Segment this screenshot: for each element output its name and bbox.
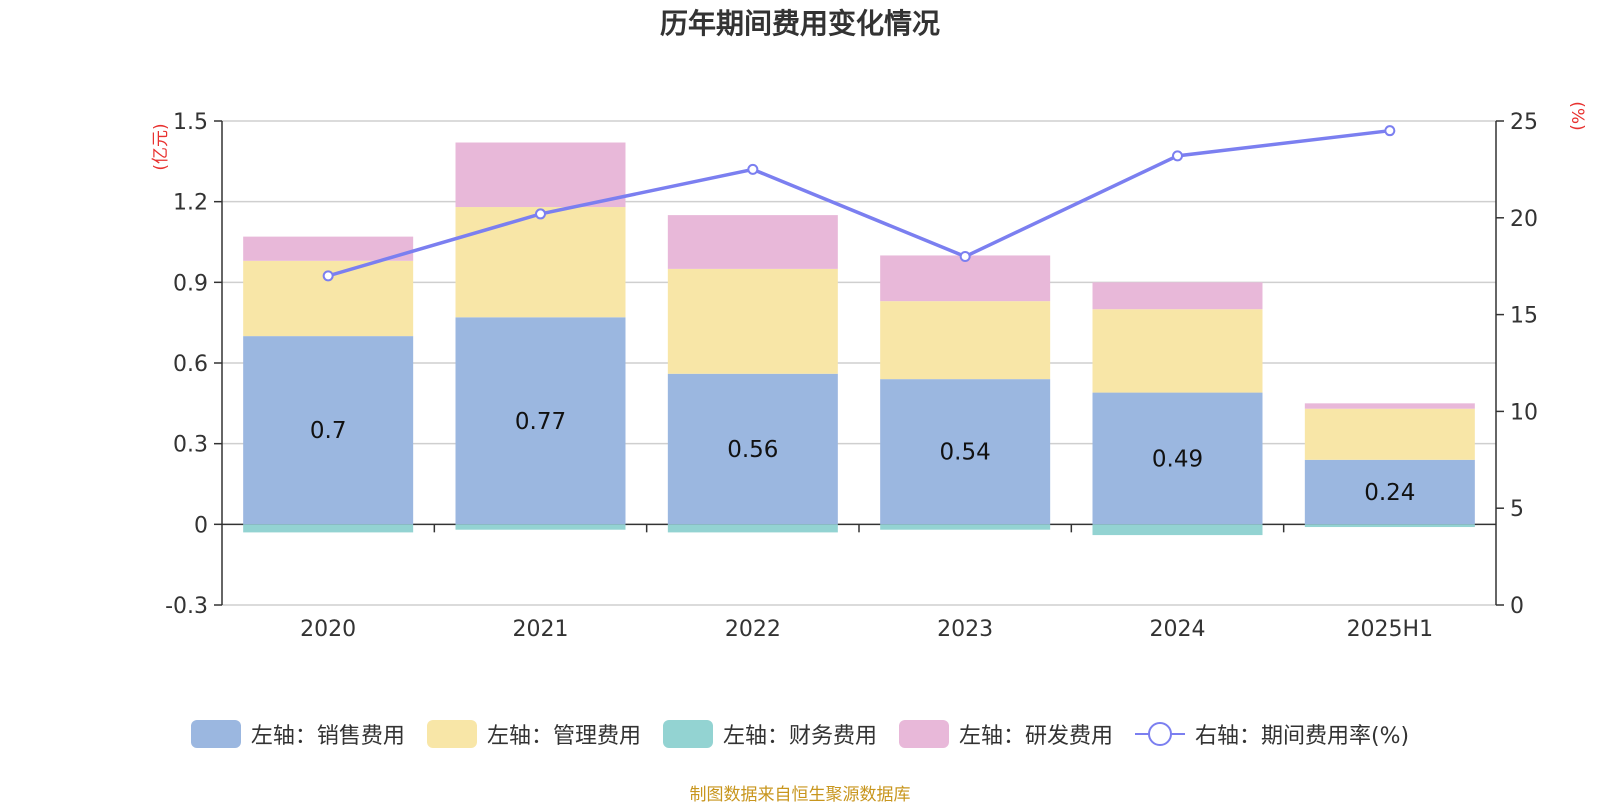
bar-data-label: 0.56 (727, 437, 778, 463)
left-tick-label: -0.3 (165, 594, 208, 619)
bar-segment (243, 336, 414, 525)
legend-line-swatch (1134, 722, 1185, 746)
legend-item[interactable]: 左轴：管理费用 (426, 718, 641, 750)
source-note: 制图数据来自恒生聚源数据库 (689, 785, 911, 805)
legend-swatch (898, 720, 949, 748)
legend-label: 左轴：管理费用 (486, 724, 641, 749)
x-tick-label: 2023 (937, 617, 993, 642)
left-tick-label: 1.5 (173, 110, 208, 135)
bar-segment (1092, 524, 1263, 536)
rate-point (747, 163, 759, 175)
x-tick-label: 2020 (300, 617, 356, 642)
x-tick-label: 2024 (1150, 617, 1206, 642)
bar-segment (1092, 282, 1263, 310)
bar-segment (243, 524, 414, 533)
x-tick-label: 2021 (513, 617, 569, 642)
bar-segment (455, 207, 626, 318)
legend-swatch (426, 720, 477, 748)
bar-segment (1304, 403, 1475, 409)
bar-data-label: 0.49 (1152, 446, 1203, 472)
right-tick-label: 25 (1510, 110, 1538, 135)
bar-segment (880, 379, 1051, 525)
bar-segment (880, 524, 1051, 530)
bar-segment (1304, 524, 1475, 528)
rate-point (959, 251, 971, 263)
right-tick-label: 20 (1510, 207, 1538, 232)
bar-segment (1092, 392, 1263, 525)
rate-line (327, 128, 1391, 278)
bar-segment (667, 373, 838, 525)
bar-data-label: 0.54 (940, 440, 991, 466)
legend-item[interactable]: 右轴：期间费用率(%) (1134, 718, 1410, 750)
rate-point (322, 270, 334, 282)
rate-point (1172, 150, 1183, 162)
x-tick-label: 2025H1 (1347, 617, 1434, 642)
right-tick-label: 0 (1510, 594, 1524, 619)
bar-segment (1092, 309, 1263, 393)
x-tick-label: 2022 (725, 617, 781, 642)
legend-item[interactable]: 左轴：销售费用 (190, 718, 405, 750)
legend-label: 左轴：财务费用 (722, 724, 877, 749)
left-tick-label: 0.9 (173, 271, 208, 296)
bar-segment (1304, 459, 1475, 525)
rate-point (535, 208, 546, 220)
left-tick-label: 1.2 (173, 191, 208, 216)
bar-data-label: 0.77 (515, 409, 566, 435)
legend-item[interactable]: 左轴：研发费用 (898, 718, 1113, 750)
bar-segment (667, 268, 838, 374)
right-tick-label: 15 (1510, 304, 1538, 329)
bar-data-label: 0.24 (1364, 480, 1415, 506)
bar-segment (455, 524, 626, 530)
legend-label: 左轴：销售费用 (250, 724, 405, 749)
bar-segment (243, 236, 414, 261)
right-tick-label: 5 (1510, 497, 1524, 522)
bar-segment (455, 317, 626, 525)
right-tick-label: 10 (1510, 400, 1538, 425)
bar-segment (455, 142, 626, 208)
bar-segment (880, 301, 1051, 380)
legend-swatch (662, 720, 713, 748)
left-tick-label: 0 (194, 513, 208, 538)
legend-label: 右轴：期间费用率(%) (1194, 724, 1410, 749)
left-axis-unit-label: (亿元) (151, 123, 171, 170)
legend-label: 左轴：研发费用 (958, 724, 1113, 749)
left-tick-label: 0.6 (173, 352, 208, 377)
left-tick-label: 0.3 (173, 433, 208, 458)
bar-segment (1304, 408, 1475, 460)
legend-swatch (190, 720, 241, 748)
bar-segment (880, 255, 1051, 302)
rate-point (1384, 125, 1396, 137)
chart-legend: 左轴：销售费用 左轴：管理费用 左轴：财务费用 左轴：研发费用 右轴：期间费用率(%) (0, 718, 1600, 750)
bar-segment (667, 524, 838, 533)
bar-data-label: 0.7 (310, 418, 347, 444)
legend-item[interactable]: 左轴：财务费用 (662, 718, 877, 750)
right-axis-unit-label: (%) (1567, 101, 1587, 130)
bar-segment (667, 215, 838, 269)
chart-title: 历年期间费用变化情况 (659, 7, 940, 40)
